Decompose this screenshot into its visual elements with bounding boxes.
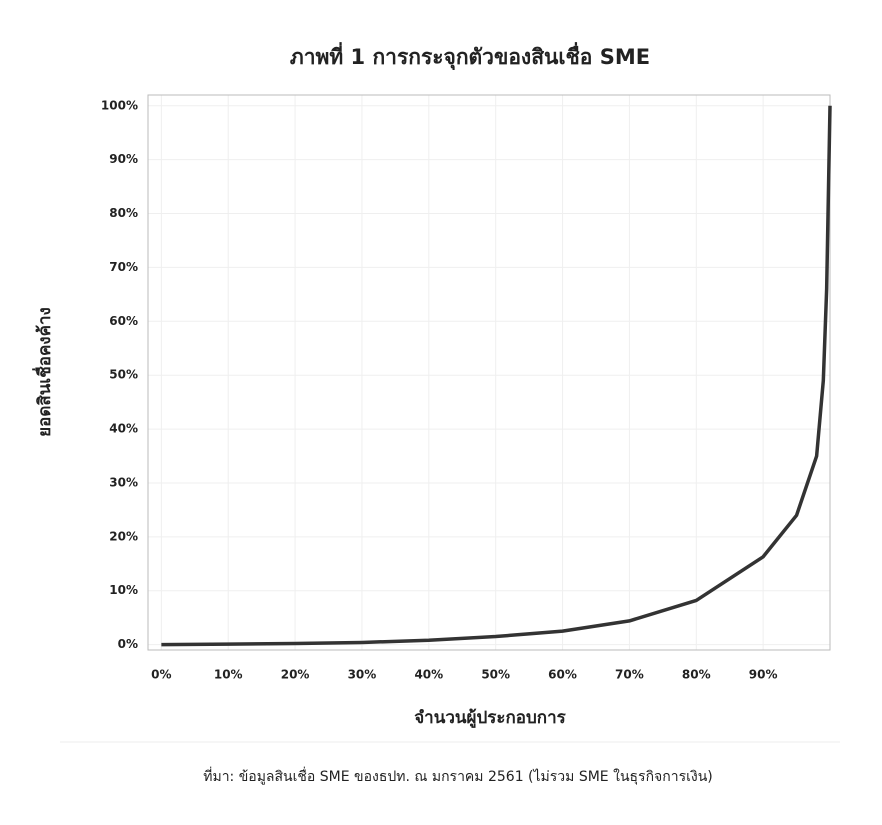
y-axis-label: ยอดสินเชื่อคงค้าง — [32, 307, 55, 437]
y-tick-label: 70% — [109, 260, 138, 274]
plot-border — [147, 94, 831, 651]
data-line — [161, 105, 832, 647]
x-tick-label: 10% — [214, 668, 243, 682]
x-tick-label: 30% — [348, 668, 377, 682]
y-tick-label: 80% — [109, 206, 138, 220]
x-tick-label: 20% — [281, 668, 310, 682]
y-tick-label: 90% — [109, 152, 138, 166]
x-tick-label: 60% — [548, 668, 577, 682]
source-note: ที่มา: ข้อมูลสินเชื่อ SME ของธปท. ณ มกรา… — [203, 767, 713, 785]
y-tick-label: 100% — [101, 98, 138, 112]
y-tick-label: 40% — [109, 422, 138, 436]
x-tick-label: 80% — [682, 668, 711, 682]
x-tick-label: 90% — [749, 668, 778, 682]
y-tick-label: 30% — [109, 475, 138, 489]
x-tick-label: 70% — [615, 668, 644, 682]
plot-area — [148, 95, 830, 650]
x-axis-label: จำนวนผู้ประกอบการ — [414, 708, 566, 729]
y-tick-label: 20% — [109, 529, 138, 543]
chart-title: ภาพที่ 1 การกระจุกตัวของสินเชื่อ SME — [290, 41, 650, 71]
y-tick-label: 10% — [109, 583, 138, 597]
x-tick-label: 0% — [151, 668, 171, 682]
y-tick-label: 50% — [109, 368, 138, 382]
x-tick-label: 40% — [414, 668, 443, 682]
x-tick-label: 50% — [481, 668, 510, 682]
y-tick-label: 60% — [109, 314, 138, 328]
y-tick-label: 0% — [118, 637, 138, 651]
